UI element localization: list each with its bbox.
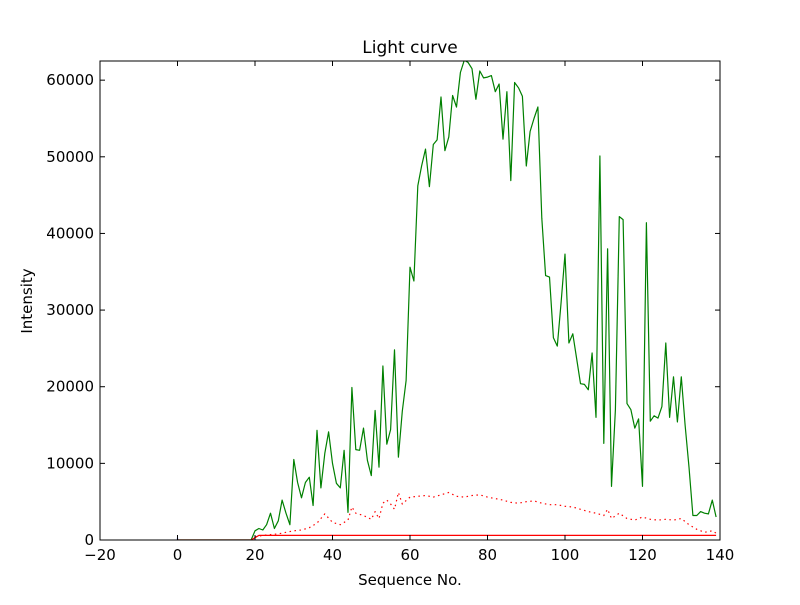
x-tick-label: 0	[173, 546, 183, 564]
y-tick-label: 50000	[46, 148, 94, 166]
y-tick-label: 20000	[46, 378, 94, 396]
x-tick-label: 140	[706, 546, 735, 564]
y-tick-label: 10000	[46, 454, 94, 472]
x-tick-label: 120	[628, 546, 657, 564]
x-tick-label: −20	[84, 546, 116, 564]
x-tick-label: 80	[478, 546, 497, 564]
x-tick-label: 100	[551, 546, 580, 564]
x-tick-label: 60	[400, 546, 419, 564]
x-axis-label: Sequence No.	[358, 571, 462, 589]
chart-title: Light curve	[362, 38, 457, 58]
x-tick-label: 40	[323, 546, 342, 564]
y-tick-label: 40000	[46, 224, 94, 242]
x-tick-label: 20	[245, 546, 264, 564]
series-line-1	[177, 61, 717, 540]
y-tick-label: 60000	[46, 71, 94, 89]
plot-area: −20 0 20 40 60 80 100 120 1400100002000030000400…	[46, 60, 734, 564]
y-axis-label: Intensity	[18, 268, 36, 333]
series-line-2	[254, 491, 717, 538]
y-tick-label: 0	[84, 531, 94, 549]
y-tick-label: 30000	[46, 301, 94, 319]
